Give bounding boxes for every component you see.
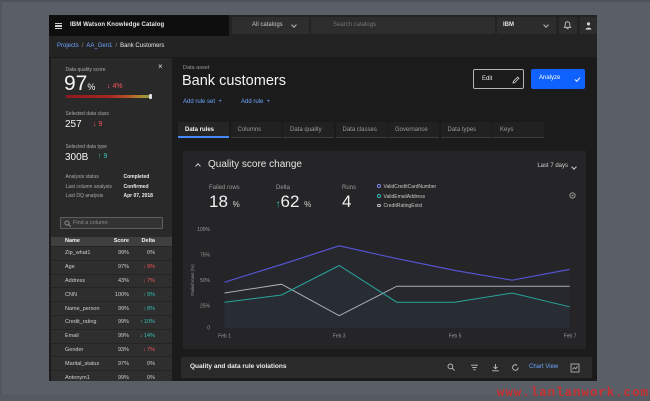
svg-text:Feb 5: Feb 5 [449, 334, 462, 340]
svg-text:0: 0 [207, 326, 210, 332]
svg-text:50%: 50% [200, 278, 211, 284]
svg-text:Feb 3: Feb 3 [333, 334, 346, 340]
svg-text:100%: 100% [197, 227, 210, 233]
svg-text:Failed rows (%): Failed rows (%) [190, 264, 195, 296]
svg-text:25%: 25% [200, 304, 211, 310]
svg-text:Feb 7: Feb 7 [564, 334, 577, 340]
svg-text:Feb 1: Feb 1 [218, 334, 231, 340]
svg-text:75%: 75% [200, 253, 211, 259]
